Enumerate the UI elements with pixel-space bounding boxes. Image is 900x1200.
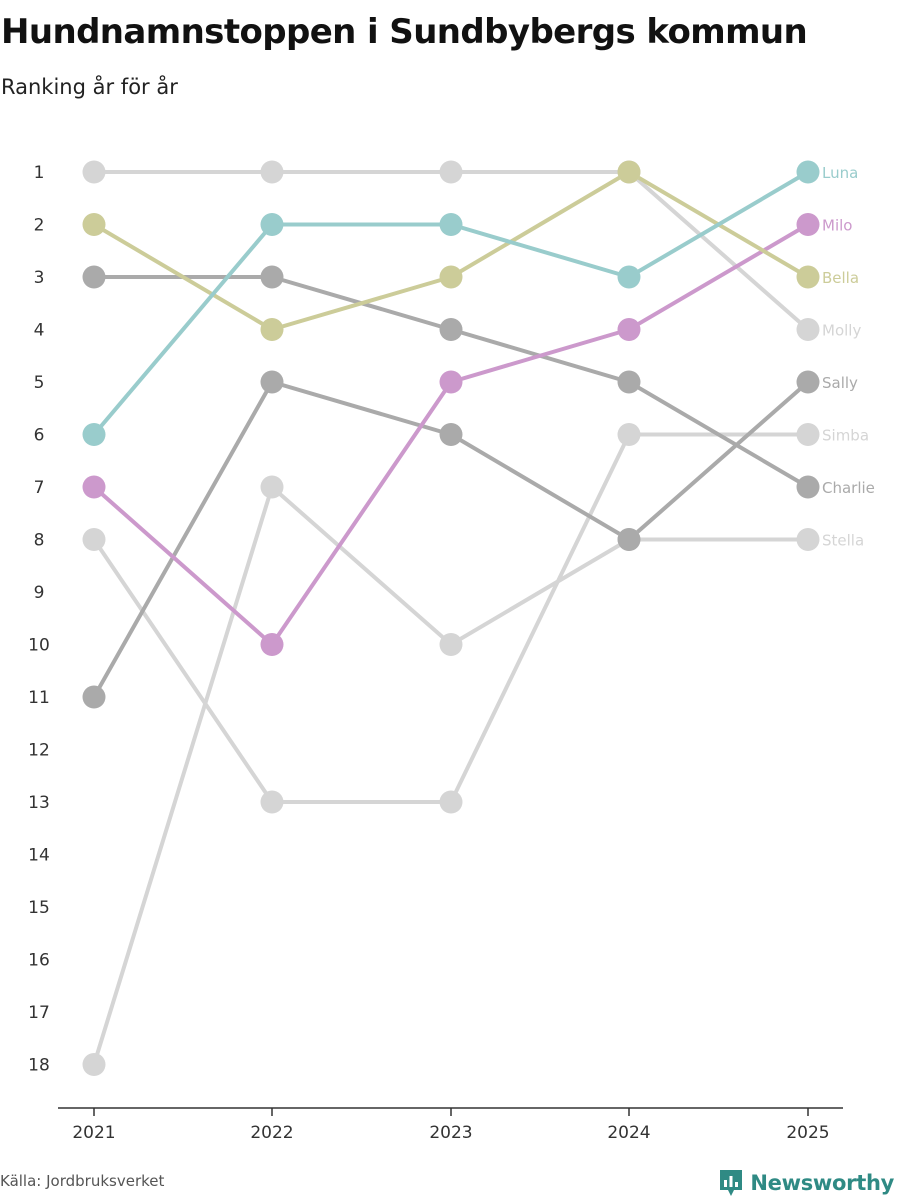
data-point-luna bbox=[796, 160, 820, 184]
y-tick-label: 10 bbox=[28, 636, 50, 656]
series-label-simba: Simba bbox=[822, 427, 869, 445]
series-label-bella: Bella bbox=[822, 269, 859, 287]
x-tick-label: 2023 bbox=[429, 1123, 472, 1143]
x-tick-label: 2024 bbox=[607, 1123, 650, 1143]
data-point-molly bbox=[796, 318, 820, 341]
y-tick-label: 14 bbox=[28, 846, 50, 866]
brand-label: Newsworthy bbox=[750, 1171, 894, 1195]
data-point-sally bbox=[82, 685, 106, 709]
data-point-simba bbox=[617, 423, 641, 446]
series-line-stella bbox=[92, 485, 810, 1067]
y-tick-label: 6 bbox=[34, 426, 45, 446]
data-point-charlie bbox=[439, 318, 463, 341]
x-tick-label: 2022 bbox=[250, 1123, 293, 1143]
data-point-bella bbox=[260, 318, 284, 341]
series-line-luna bbox=[92, 170, 810, 437]
y-tick-label: 12 bbox=[28, 741, 50, 761]
data-point-charlie bbox=[82, 265, 106, 289]
data-point-sally bbox=[617, 528, 641, 551]
data-point-luna bbox=[439, 213, 463, 236]
series-line-simba bbox=[92, 432, 810, 804]
data-point-luna bbox=[617, 265, 641, 289]
series-label-molly: Molly bbox=[822, 322, 861, 340]
y-tick-label: 16 bbox=[28, 951, 50, 971]
data-point-stella bbox=[796, 528, 820, 551]
y-tick-label: 1 bbox=[34, 163, 45, 183]
y-tick-label: 18 bbox=[28, 1056, 50, 1076]
data-point-charlie bbox=[617, 370, 641, 394]
chart-subtitle: Ranking år för år bbox=[1, 75, 178, 99]
data-point-luna bbox=[260, 213, 284, 236]
data-point-bella bbox=[439, 265, 463, 289]
series-label-charlie: Charlie bbox=[822, 479, 875, 497]
data-point-simba bbox=[439, 790, 463, 814]
data-point-simba bbox=[260, 790, 284, 814]
data-point-sally bbox=[796, 370, 820, 394]
y-tick-label: 15 bbox=[28, 898, 50, 918]
newsworthy-logo: Newsworthy bbox=[718, 1168, 894, 1198]
y-tick-label: 4 bbox=[34, 321, 45, 341]
x-tick-label: 2021 bbox=[72, 1123, 115, 1143]
data-point-milo bbox=[260, 633, 284, 656]
data-point-sally bbox=[439, 423, 463, 446]
data-point-charlie bbox=[796, 475, 820, 499]
data-point-milo bbox=[796, 213, 820, 236]
chart-title: Hundnamnstoppen i Sundbybergs kommun bbox=[1, 12, 808, 52]
data-point-luna bbox=[82, 423, 106, 446]
data-point-simba bbox=[82, 528, 106, 551]
y-tick-label: 3 bbox=[34, 268, 45, 288]
series-label-milo: Milo bbox=[822, 217, 852, 235]
y-tick-label: 17 bbox=[28, 1003, 50, 1023]
x-tick-label: 2025 bbox=[786, 1123, 829, 1143]
data-point-molly bbox=[82, 160, 106, 184]
newsworthy-icon bbox=[720, 1170, 743, 1196]
data-point-stella bbox=[260, 475, 284, 499]
y-tick-label: 2 bbox=[34, 216, 45, 236]
y-tick-label: 8 bbox=[34, 531, 45, 551]
data-point-milo bbox=[617, 318, 641, 341]
data-point-stella bbox=[82, 1053, 106, 1076]
data-point-milo bbox=[439, 370, 463, 394]
data-point-molly bbox=[439, 160, 463, 184]
y-tick-label: 9 bbox=[34, 583, 45, 603]
data-point-simba bbox=[796, 423, 820, 446]
data-point-milo bbox=[82, 475, 106, 499]
data-point-charlie bbox=[260, 265, 284, 289]
source-note: Källa: Jordbruksverket bbox=[0, 1172, 165, 1190]
data-point-sally bbox=[260, 370, 284, 394]
y-tick-label: 7 bbox=[34, 478, 45, 498]
data-point-stella bbox=[439, 633, 463, 656]
data-point-molly bbox=[260, 160, 284, 184]
series-label-sally: Sally bbox=[822, 374, 858, 392]
y-tick-label: 5 bbox=[34, 373, 45, 393]
series-label-stella: Stella bbox=[822, 532, 864, 550]
y-tick-label: 11 bbox=[28, 688, 50, 708]
data-point-bella bbox=[82, 213, 106, 236]
y-tick-label: 13 bbox=[28, 793, 50, 813]
series-label-luna: Luna bbox=[822, 164, 858, 182]
data-point-bella bbox=[796, 265, 820, 289]
data-point-bella bbox=[617, 160, 641, 184]
